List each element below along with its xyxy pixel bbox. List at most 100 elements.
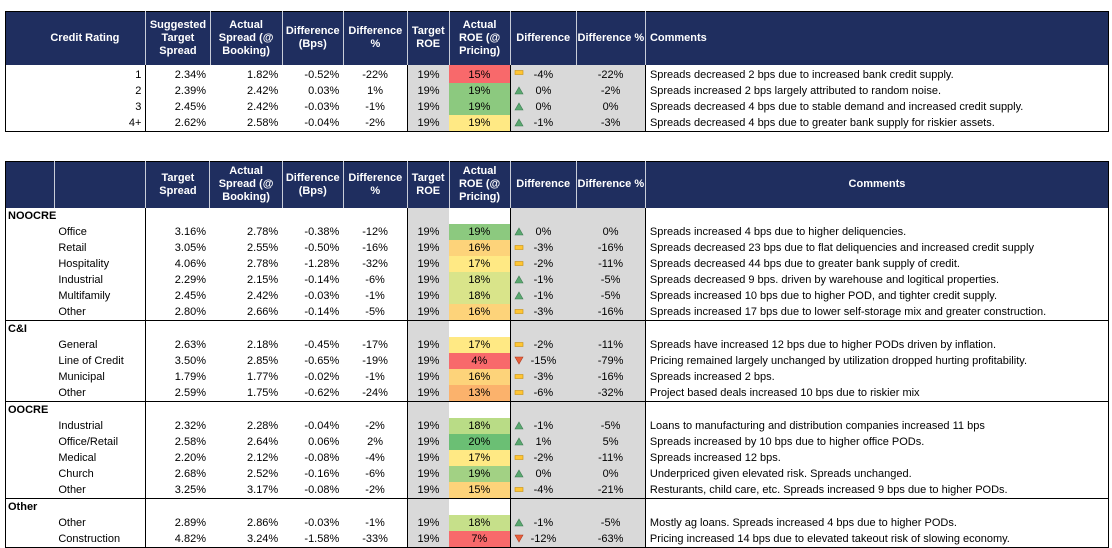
difference-cell: -1% [510, 417, 577, 434]
actual-roe-cell: 15% [449, 481, 511, 499]
diff-bps-cell: -0.50% [304, 241, 340, 254]
header-target-roe: Target ROE [407, 11, 450, 65]
diff-pct-cell: -1% [365, 289, 385, 302]
diff-bps-cell: 0.06% [308, 435, 340, 448]
target-roe-cell: 19% [406, 352, 450, 369]
diff-pct-cell: -1% [365, 100, 385, 113]
empty-cell [510, 320, 577, 337]
comment-cell: Resturants, child care, etc. Spreads inc… [644, 481, 1109, 499]
diff-bps-cell: -0.03% [304, 516, 340, 529]
target-roe-cell: 19% [406, 336, 450, 353]
group-header-row: Other [6, 498, 1109, 515]
spread-cell: 2.68% [145, 465, 210, 482]
table-row: Church 2.68% 2.52% -0.16% -6% 19% 19% 0% 0% Under… [6, 465, 1109, 482]
table-row: Municipal 1.79% 1.77% -0.02% -1% 19% 16% -3% -16… [6, 368, 1109, 385]
difference-value: -12% [530, 532, 557, 545]
target-roe-cell: 19% [406, 449, 450, 466]
table-row: Other 2.80% 2.66% -0.14% -5% 19% 16% -3% -16% Spr… [5, 303, 1109, 321]
actual-roe-cell: 13% [449, 384, 511, 402]
actual-roe-cell: 20% [449, 433, 511, 450]
actual-roe-cell: 15% [449, 64, 511, 83]
difference-cell: -1% [510, 271, 577, 288]
actual-roe-cell: 16% [449, 239, 511, 256]
table-row: Other 2.89% 2.86% -0.03% -1% 19% 18% -1% -5% Most… [6, 514, 1109, 531]
empty-cell [406, 320, 450, 337]
difference-cell: -15% [510, 352, 577, 369]
difference-cell: -2% [510, 336, 577, 353]
spread-cell: 3.16% [145, 223, 210, 240]
target-roe-cell: 19% [406, 255, 450, 272]
difference-cell: 0% [510, 98, 577, 115]
difference-pct-cell: -5% [576, 287, 646, 304]
segment-label: Other [54, 384, 146, 402]
spread-cell: 2.45% [145, 287, 210, 304]
difference-value: -15% [530, 354, 557, 367]
indent-cell [6, 288, 55, 304]
comment-cell: Spreads increased by 10 bps due to highe… [644, 433, 1109, 450]
table-row: Retail 3.05% 2.55% -0.50% -16% 19% 16% -3% -16% S… [6, 239, 1109, 256]
segment-label: Medical [58, 451, 97, 464]
difference-pct-cell: -5% [576, 417, 646, 434]
difference-value: 1% [535, 435, 552, 448]
difference-cell: 0% [510, 223, 577, 240]
empty-cell [343, 208, 407, 224]
diff-bps-cell: 0.03% [308, 84, 340, 97]
actual-roe-cell: 16% [449, 303, 511, 321]
empty-cell [145, 207, 210, 224]
difference-cell: -4% [510, 481, 577, 499]
diff-bps-cell: -1.58% [304, 532, 340, 545]
table-row: Other 2.59% 1.75% -0.62% -24% 19% 13% -6% -32% Pr… [5, 384, 1109, 402]
difference-pct-cell: -22% [576, 64, 646, 83]
indent-cell [6, 418, 55, 434]
comment-cell: Spreads increased 10 bps due to higher P… [644, 287, 1109, 304]
indent-cell [6, 224, 55, 240]
spread-cell: 2.58% [145, 433, 210, 450]
spread-cell: 3.50% [145, 352, 210, 369]
diff-bps-cell: -0.14% [304, 273, 340, 286]
actual-roe-cell: 18% [449, 271, 511, 288]
header-comments: Comments [645, 11, 1109, 65]
empty-cell [406, 401, 450, 418]
difference-pct-cell: -32% [576, 384, 646, 402]
difference-pct-cell: 0% [576, 465, 646, 482]
target-roe-cell: 19% [406, 384, 450, 402]
segment-label: Other [54, 303, 146, 321]
difference-cell: -2% [510, 449, 577, 466]
difference-value: 0% [535, 225, 552, 238]
indent-cell [6, 240, 55, 256]
indent-cell [6, 434, 55, 450]
spread-cell: 2.62% [145, 114, 210, 131]
spread-cell: 2.34% [145, 64, 210, 83]
indent-cell [5, 303, 55, 321]
target-roe-cell: 19% [406, 287, 450, 304]
actual-spread-cell: 2.58% [247, 116, 279, 129]
difference-cell: -2% [510, 255, 577, 272]
actual-spread-cell: 2.66% [209, 303, 283, 321]
empty-cell [644, 207, 1109, 224]
difference-pct-cell: 0% [576, 98, 646, 115]
table-row: Medical 2.20% 2.12% -0.08% -4% 19% 17% -2% -11% S… [6, 449, 1109, 466]
spread-cell: 2.45% [145, 98, 210, 115]
empty-cell [210, 498, 282, 515]
comment-cell: Underpriced given elevated risk. Spreads… [644, 465, 1109, 482]
diff-pct-cell: -16% [362, 241, 388, 254]
segment-label: Industrial [58, 419, 103, 432]
header-comments: Comments [645, 161, 1109, 208]
target-roe-cell: 19% [406, 82, 450, 99]
indent-cell [6, 450, 55, 466]
spread-cell: 2.80% [145, 303, 210, 321]
group-label: NOOCRE [8, 209, 57, 222]
difference-value: -2% [533, 451, 554, 464]
segment-label: Line of Credit [58, 354, 124, 367]
empty-cell [510, 401, 577, 418]
header-difference: Difference [510, 11, 577, 65]
actual-spread-cell: 2.18% [247, 338, 279, 351]
comment-cell: Pricing increased 14 bps due to elevated… [644, 530, 1109, 547]
header-target-spread: Target Spread [145, 161, 211, 208]
actual-roe-cell: 7% [449, 530, 511, 547]
header-actual-spread: Actual Spread (@ Booking) [210, 11, 283, 65]
empty-cell [145, 320, 210, 337]
header-difference: Difference [510, 161, 577, 208]
group-label: OOCRE [8, 403, 49, 416]
empty-cell [406, 207, 450, 224]
